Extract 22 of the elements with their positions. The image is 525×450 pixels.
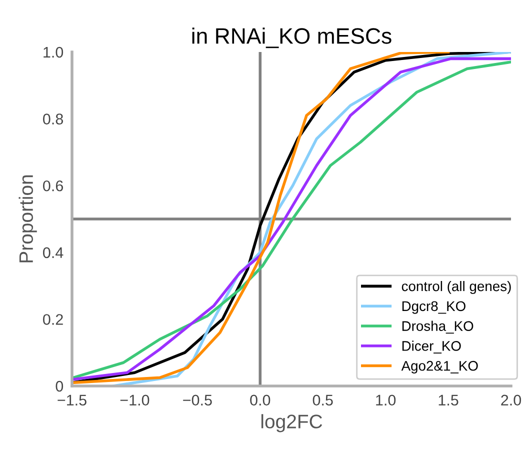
x-tick-label: 0.5 — [312, 394, 333, 406]
y-axis-title: Proportion — [18, 175, 37, 262]
x-tick-label: 0.0 — [250, 394, 270, 406]
chart-title: in RNAi_KO mESCs — [192, 28, 392, 48]
y-tick-label: 0.2 — [43, 314, 63, 325]
x-axis-title: log2FC — [261, 414, 322, 432]
x-tick-label: 2.0 — [501, 394, 522, 406]
legend-label: control (all genes) — [402, 280, 511, 294]
y-tick-label: 0.6 — [43, 180, 63, 192]
y-tick-label: 0.8 — [43, 114, 64, 124]
x-tick-label: −1.5 — [58, 394, 86, 406]
y-tick-label: 0.4 — [43, 247, 64, 258]
legend-label: Dicer_KO — [402, 340, 461, 354]
y-tick-label: 1.0 — [44, 46, 64, 58]
x-tick-label: −0.5 — [183, 394, 212, 406]
x-tick-label: 1.0 — [376, 394, 396, 406]
legend-label: Dgcr8_KO — [402, 301, 466, 314]
y-tick-label: 0 — [56, 380, 64, 392]
x-tick-label: 1.5 — [438, 394, 458, 406]
legend-label: Ago2&1_KO — [401, 360, 478, 374]
legend-label: Drosha_KO — [402, 320, 474, 334]
x-tick-label: −1.0 — [120, 394, 150, 406]
